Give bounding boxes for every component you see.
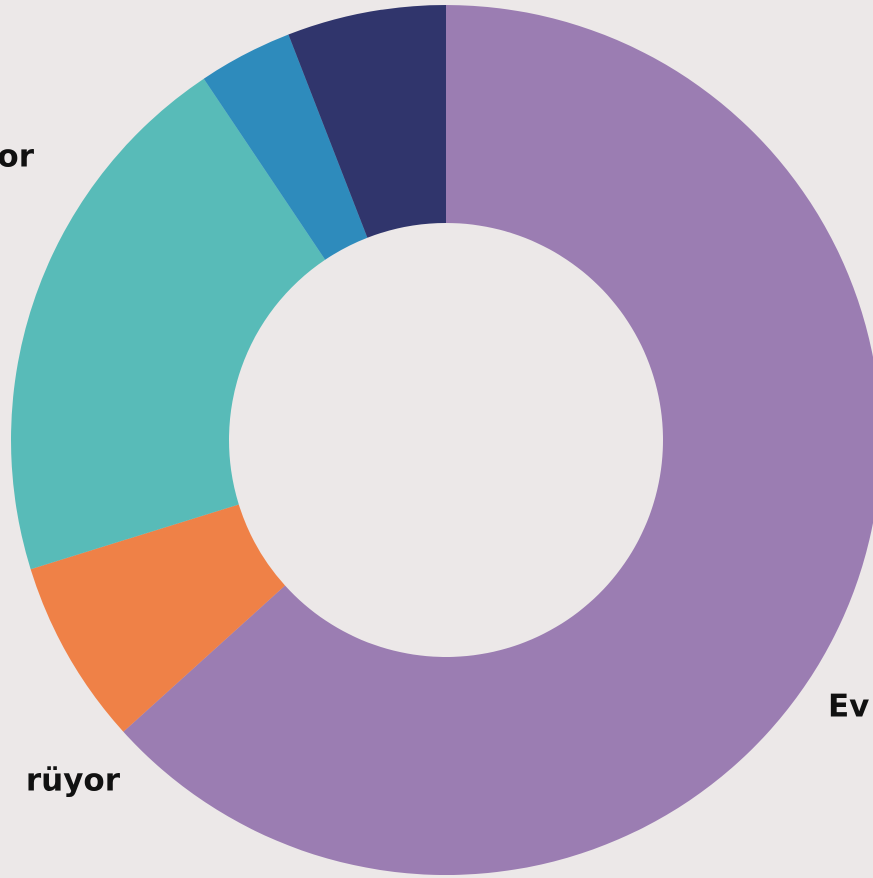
slice [10, 78, 326, 570]
slice [30, 504, 286, 732]
slice-label: Ev [828, 689, 869, 725]
slice [123, 5, 873, 875]
slice [288, 5, 446, 238]
slice [203, 34, 368, 260]
slice-label: or [0, 139, 35, 175]
slice-label: rüyor [26, 763, 121, 799]
